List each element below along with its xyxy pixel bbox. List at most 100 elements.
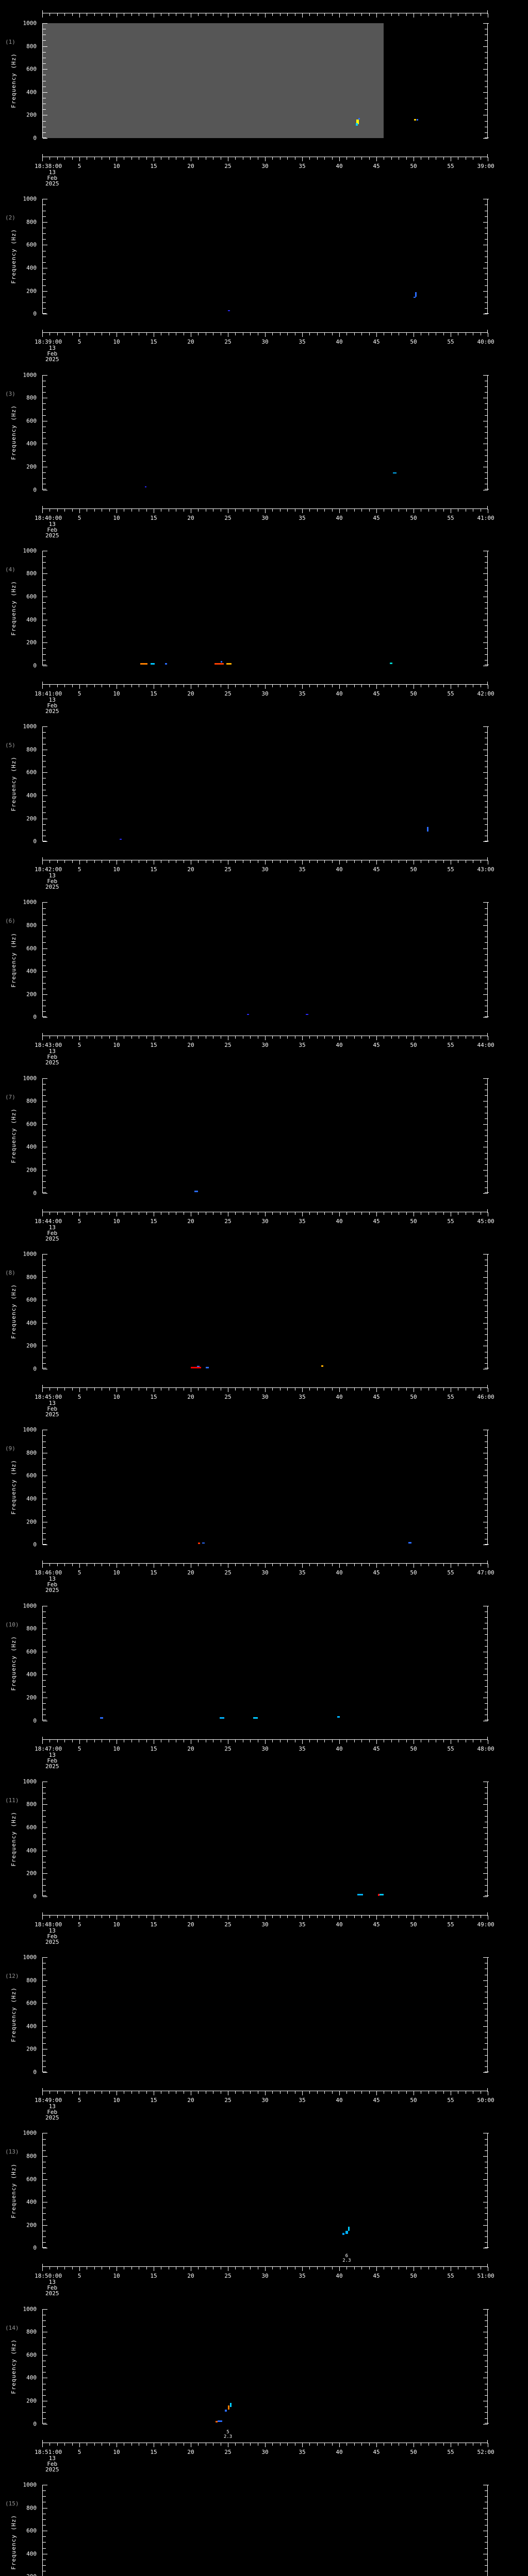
x-tick-label: 20 — [187, 866, 194, 873]
y-tick-major — [483, 1124, 488, 1125]
x-tick-minor — [346, 1739, 348, 1742]
plot-area[interactable] — [42, 1078, 488, 1193]
y-tick-major — [43, 1873, 47, 1874]
plot-area[interactable] — [42, 902, 488, 1018]
y-tick-minor — [485, 2406, 488, 2408]
plot-area[interactable] — [42, 23, 488, 138]
x-tick-minor — [235, 1036, 236, 1039]
plot-area[interactable] — [42, 550, 488, 666]
y-tick-minor — [43, 455, 46, 456]
y-tick-minor — [485, 415, 488, 416]
x-tick-minor — [391, 509, 392, 512]
y-tick-minor — [43, 1340, 46, 1341]
y-tick-label: 0 — [33, 134, 37, 142]
y-tick-label: 1000 — [23, 1602, 37, 1609]
plot-area[interactable] — [42, 1957, 488, 2073]
spectral-trace-mark — [356, 120, 359, 125]
x-tick-label: 15 — [150, 690, 157, 697]
x-tick-label: 5 — [77, 2448, 81, 2455]
y-tick-major — [483, 2003, 488, 2004]
x-tick-minor — [428, 1036, 429, 1039]
x-tick-minor — [146, 2443, 147, 2446]
y-tick-minor — [485, 1435, 488, 1436]
x-tick-minor — [57, 1387, 58, 1391]
x-tick-label: 50 — [410, 690, 417, 697]
y-tick-minor — [43, 1334, 46, 1335]
x-tick-label: 50 — [410, 1569, 417, 1577]
plot-area[interactable] — [42, 199, 488, 314]
x-tick-minor — [324, 13, 325, 16]
x-tick-major — [265, 1212, 266, 1216]
y-axis-cap — [42, 1192, 46, 1193]
panel-number-label: (2) — [5, 214, 15, 222]
x-tick-label: 10 — [113, 338, 120, 346]
y-tick-minor — [485, 2139, 488, 2140]
plot-area[interactable] — [42, 2133, 488, 2248]
x-tick-minor — [72, 1036, 73, 1039]
x-tick-label: 25 — [224, 338, 232, 346]
plot-area[interactable] — [42, 1781, 488, 1896]
plot-area[interactable] — [42, 1253, 488, 1369]
y-tick-minor — [43, 954, 46, 955]
x-tick-minor — [57, 1564, 58, 1567]
x-tick-label: 35 — [299, 1569, 306, 1577]
y-tick-minor — [485, 40, 488, 41]
spectral-trace-mark — [426, 826, 428, 832]
x-tick-major — [79, 1739, 80, 1744]
x-tick-minor — [235, 2443, 236, 2446]
y-tick-minor — [43, 403, 46, 404]
x-tick-minor — [369, 684, 370, 687]
event-annotation: 6 2.3 — [342, 2253, 351, 2264]
plot-area[interactable] — [42, 1605, 488, 1721]
x-tick-label: 45 — [373, 866, 380, 873]
x-tick-label: 15 — [150, 1921, 157, 1928]
y-tick-label: 1000 — [23, 195, 37, 202]
x-tick-minor — [428, 333, 429, 336]
x-tick-label: 25 — [224, 2273, 232, 2280]
x-tick-minor — [369, 1564, 370, 1567]
x-tick-label: 50 — [410, 514, 417, 521]
x-tick-minor — [428, 1387, 429, 1391]
x-axis-cap — [42, 1736, 43, 1740]
y-tick-minor — [485, 2542, 488, 2543]
y-tick-minor — [43, 132, 46, 133]
x-tick-label: 50 — [410, 2097, 417, 2104]
y-tick-minor — [485, 1787, 488, 1788]
x-tick-major — [339, 2091, 340, 2096]
x-tick-major — [376, 1036, 377, 1041]
plot-area[interactable] — [42, 1430, 488, 1545]
y-tick-label: 200 — [26, 639, 37, 646]
x-tick-minor — [406, 1915, 407, 1918]
x-tick-label: 15 — [150, 1042, 157, 1049]
x-tick-minor — [131, 684, 132, 687]
plot-area[interactable] — [42, 2309, 488, 2424]
y-tick-minor — [485, 2418, 488, 2419]
x-tick-minor — [324, 1036, 325, 1039]
x-tick-minor — [391, 860, 392, 863]
x-tick-minor — [72, 509, 73, 512]
x-tick-label: 50 — [410, 866, 417, 873]
x-tick-label: 35 — [299, 1921, 306, 1928]
x-tick-major — [376, 2267, 377, 2272]
x-tick-minor — [146, 860, 147, 863]
plot-area[interactable] — [42, 726, 488, 842]
x-tick-minor — [428, 1915, 429, 1918]
y-tick-major — [43, 971, 47, 972]
x-axis-cap — [487, 1561, 488, 1565]
y-axis-cap — [484, 2247, 489, 2248]
x-tick-label: 30 — [261, 1393, 269, 1400]
x-axis-date-label: 13 Feb 2025 — [45, 345, 59, 363]
x-tick-minor — [309, 2091, 310, 2094]
x-tick-label: 35 — [299, 2273, 306, 2280]
x-tick-minor — [361, 1036, 362, 1039]
y-tick-major — [43, 138, 47, 139]
y-tick-major — [43, 2179, 47, 2180]
plot-area[interactable] — [42, 2484, 488, 2576]
y-tick-minor — [485, 1997, 488, 1998]
x-axis-cap — [487, 2264, 488, 2268]
x-tick-label: 20 — [187, 514, 194, 521]
y-tick-label: 200 — [26, 1166, 37, 1174]
y-tick-minor — [485, 285, 488, 286]
y-tick-minor — [485, 954, 488, 955]
plot-area[interactable] — [42, 375, 488, 490]
